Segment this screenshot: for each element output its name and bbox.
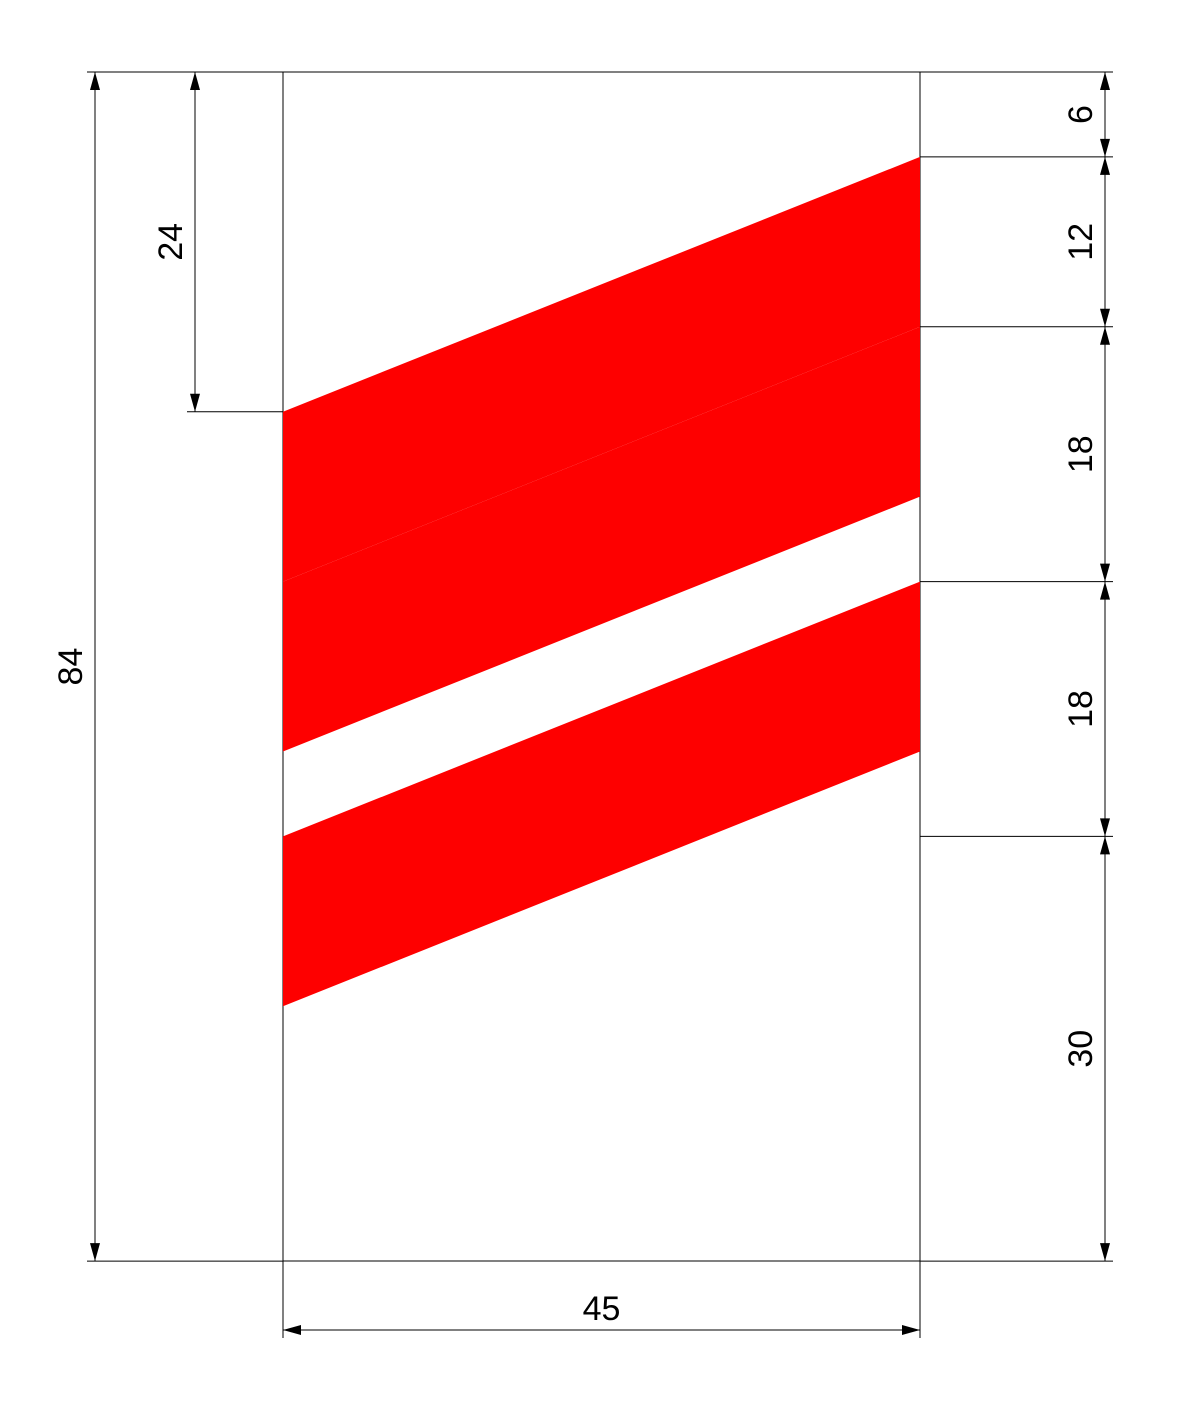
technical-drawing: 84 24 45 6 12 18 18 30	[0, 0, 1200, 1415]
dim-bottom-45: 45	[283, 1261, 920, 1338]
dim-label-right-18-3: 18	[1062, 690, 1100, 728]
dim-label-right-30-4: 30	[1062, 1030, 1100, 1068]
dim-right-stack: 6 12 18 18 30	[920, 72, 1113, 1261]
dim-label-right-6-0: 6	[1062, 105, 1100, 124]
dim-label-45: 45	[583, 1290, 621, 1328]
dim-label-24: 24	[152, 223, 190, 261]
dim-left-24: 24	[152, 72, 283, 412]
stripes-group	[283, 157, 920, 1006]
dim-label-right-12-1: 12	[1062, 223, 1100, 261]
drawing-svg: 84 24 45 6 12 18 18 30	[0, 0, 1200, 1415]
dim-label-right-18-2: 18	[1062, 435, 1100, 473]
dim-label-84: 84	[52, 648, 90, 686]
